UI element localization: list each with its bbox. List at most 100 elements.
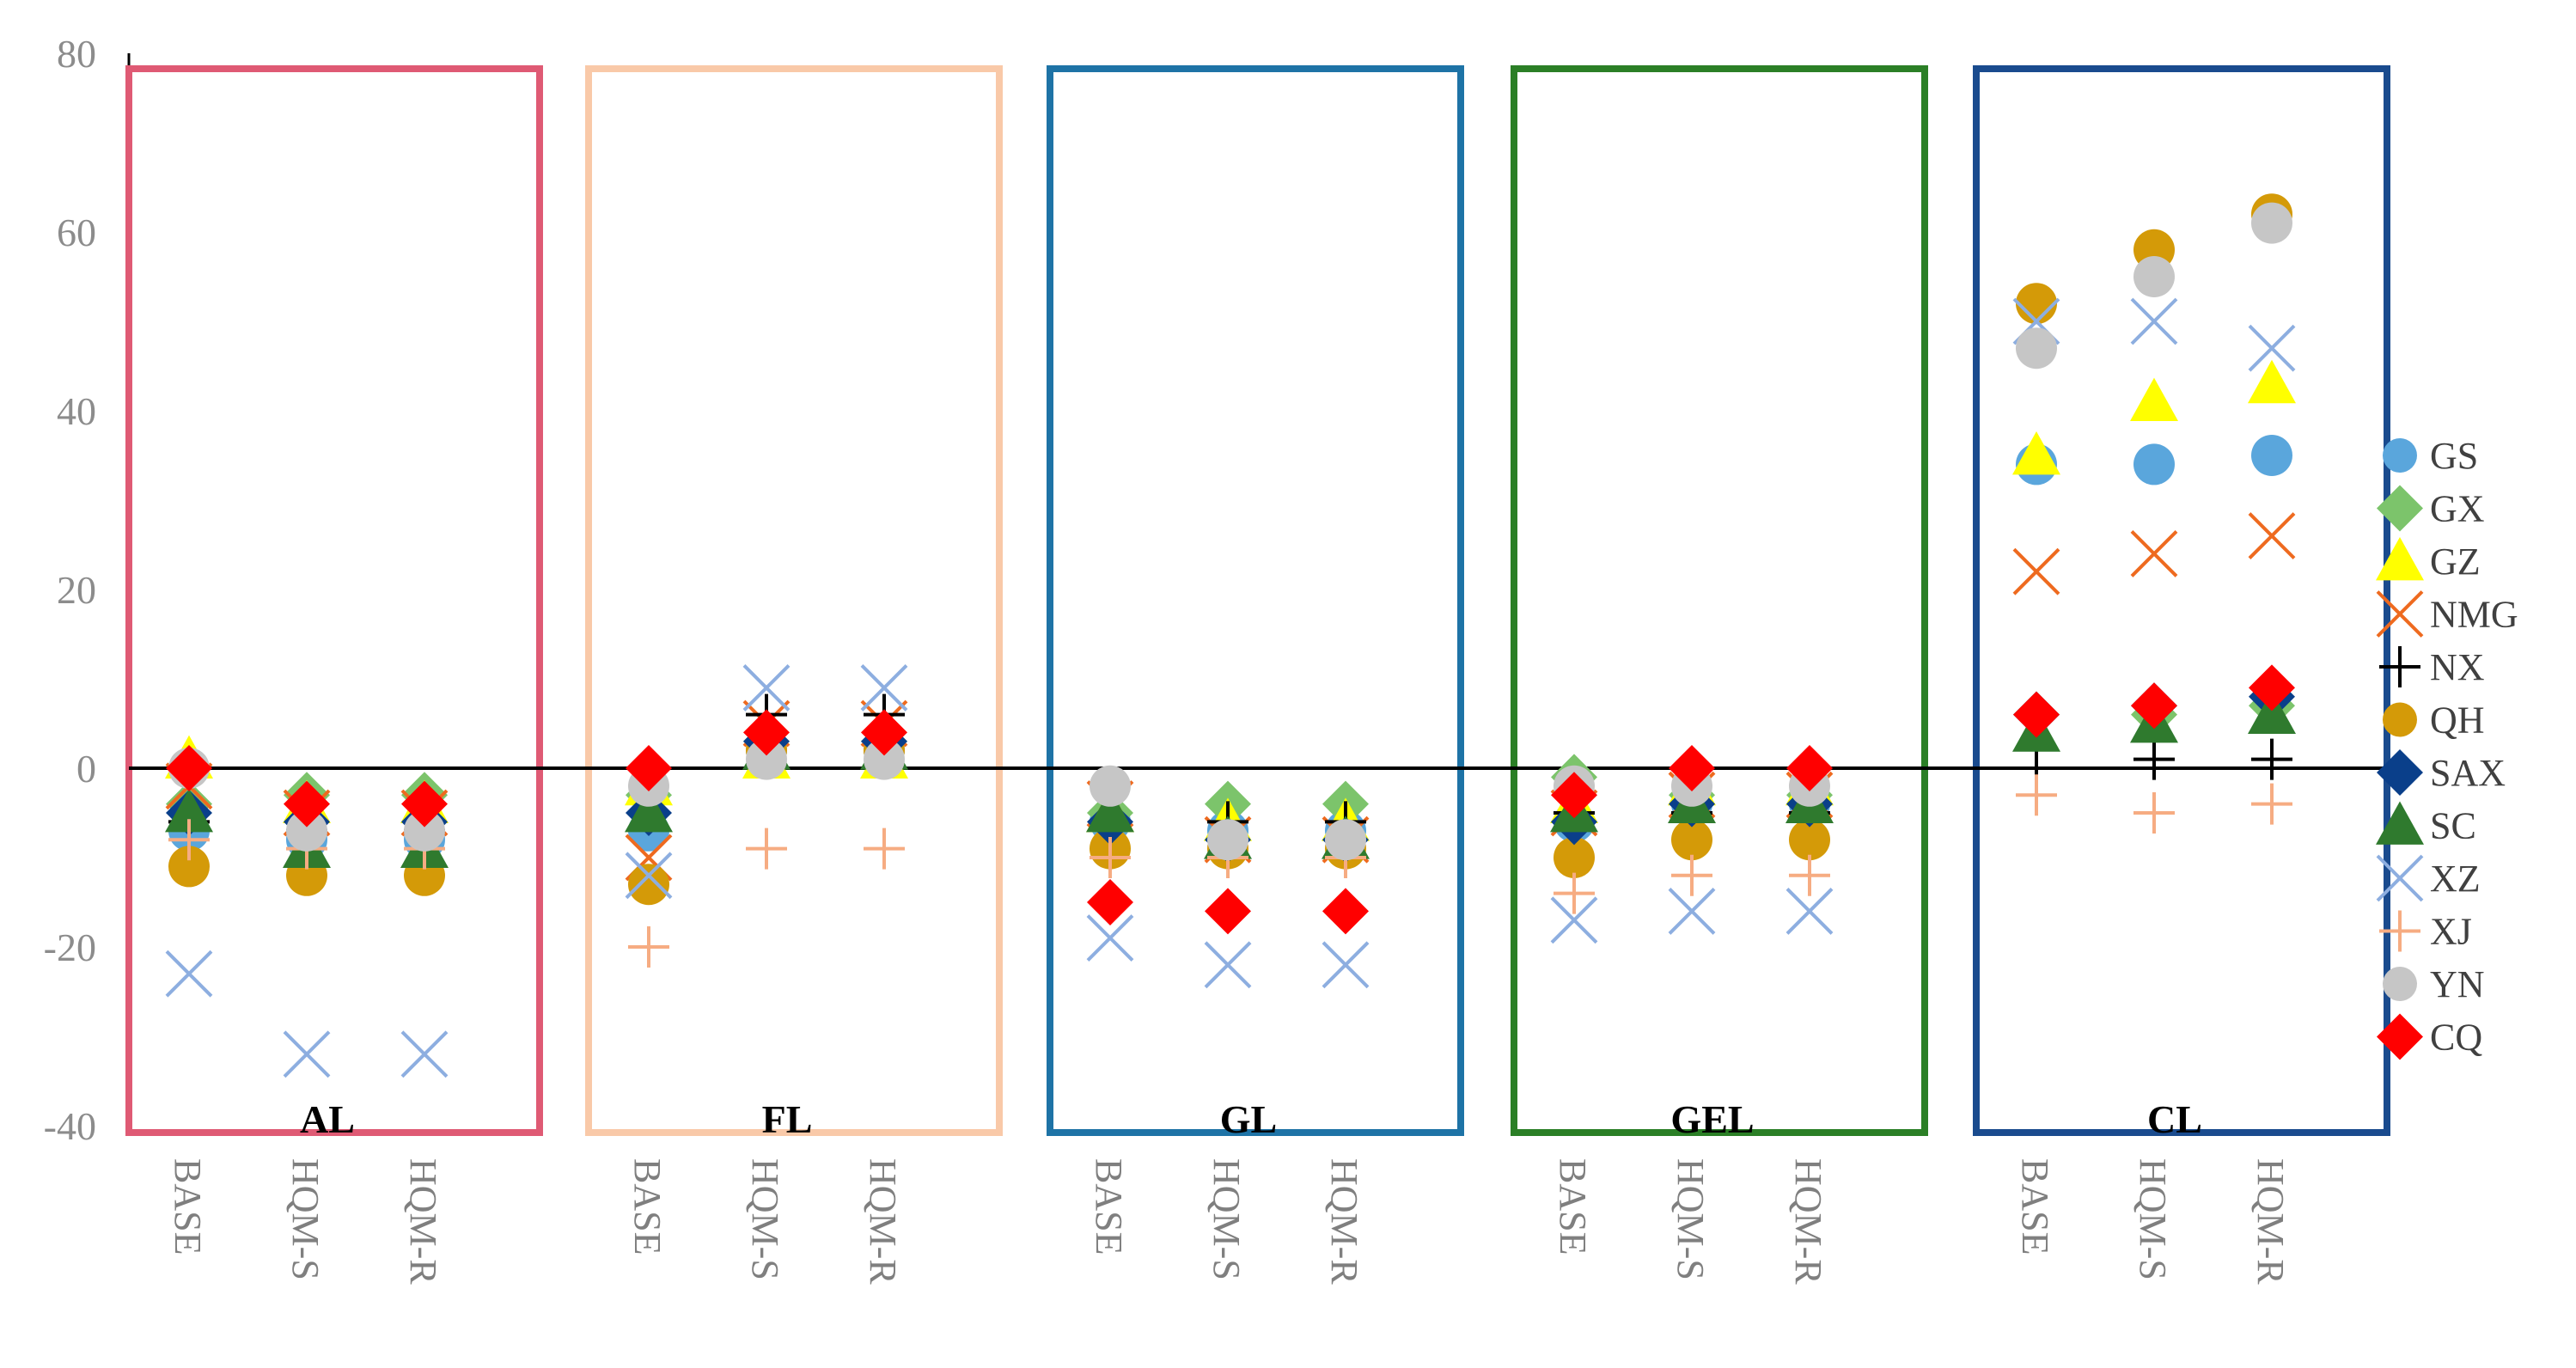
point-cq: [1786, 745, 1833, 791]
point-xz: [2248, 324, 2296, 372]
point-xj: [2251, 783, 2292, 825]
point-xz: [1204, 941, 1252, 989]
x-tick-label: HQM-R: [402, 1158, 444, 1285]
point-xj: [1090, 837, 1131, 878]
point-yn: [746, 738, 787, 780]
point-cq: [743, 709, 790, 756]
point-xz: [400, 1030, 449, 1078]
point-xz: [1322, 941, 1370, 989]
point-xj: [1789, 854, 1830, 896]
group-frame-fl: [585, 65, 1003, 1136]
point-xz: [742, 663, 791, 711]
legend-label: NMG: [2430, 594, 2518, 636]
y-tick-label: 80: [57, 32, 96, 76]
x-axis-tick-labels: BASE HQM-S HQM-R BASE HQM-S HQM-R BASE HQM-S HQM…: [167, 1158, 2292, 1285]
legend-label: QH: [2430, 699, 2485, 742]
point-xz: [2130, 297, 2178, 345]
point-gz: [2248, 359, 2296, 404]
point-gz: [2012, 431, 2060, 475]
legend-label: NX: [2430, 646, 2485, 688]
x-tick-label: BASE: [626, 1158, 668, 1255]
point-qh: [1671, 819, 1712, 861]
x-tick-label: HQM-S: [2132, 1158, 2174, 1280]
legend-item-yn: YN: [2383, 963, 2485, 1005]
legend-item-nx: NX: [2379, 646, 2485, 688]
x-tick-label: BASE: [167, 1158, 209, 1255]
legend-item-gz: GZ: [2376, 537, 2481, 583]
point-sc: [625, 789, 673, 833]
legend-item-nmg: NMG: [2376, 590, 2518, 638]
legend-label: XZ: [2430, 858, 2481, 900]
point-sc: [165, 789, 213, 833]
point-yn: [286, 809, 327, 852]
x-tick-label: HQM-S: [744, 1158, 786, 1280]
legend-marker-nmg: [2376, 590, 2424, 638]
point-gs: [2251, 435, 2292, 476]
legend-marker-gx: [2377, 485, 2423, 532]
point-yn: [864, 738, 905, 780]
y-tick-label: -20: [44, 925, 96, 969]
point-xz: [1668, 887, 1716, 935]
legend-item-sc: SC: [2376, 801, 2476, 847]
point-nmg: [2130, 529, 2178, 577]
group-label: GL: [1220, 1097, 1277, 1141]
legend-marker-gs: [2383, 438, 2417, 473]
point-cq: [166, 745, 212, 791]
point-yn: [2251, 202, 2292, 244]
x-tick-label: HQM-S: [1206, 1158, 1248, 1280]
point-nx: [2251, 738, 2292, 780]
point-cq: [1087, 879, 1133, 925]
point-xj: [2016, 774, 2057, 816]
legend-item-sax: SAX: [2377, 749, 2506, 796]
legend-marker-yn: [2383, 967, 2417, 1001]
point-xj: [1671, 854, 1712, 896]
point-cq: [1205, 888, 1251, 935]
point-cq: [1322, 888, 1369, 935]
point-gs: [2133, 443, 2175, 486]
point-nmg: [2012, 547, 2060, 595]
y-tick-label: 20: [57, 568, 96, 612]
group-frame-al: [125, 65, 543, 1136]
legend-marker-xz: [2376, 854, 2424, 902]
x-tick-label: HQM-R: [1323, 1158, 1365, 1285]
legend-label: GZ: [2430, 540, 2481, 583]
point-sc: [2248, 690, 2296, 734]
x-tick-label: HQM-R: [2249, 1158, 2292, 1285]
point-cq: [284, 780, 330, 828]
point-qh: [2016, 283, 2057, 325]
point-cq: [1669, 745, 1715, 791]
point-qh: [168, 846, 210, 888]
legend-marker-nx: [2379, 646, 2420, 687]
group-frame-gel: [1511, 65, 1928, 1136]
point-qh: [628, 864, 669, 906]
point-yn: [2016, 327, 2057, 369]
legend-item-xj: XJ: [2379, 910, 2472, 953]
legend-label: GS: [2430, 435, 2478, 477]
point-nmg: [2248, 512, 2296, 560]
point-cq: [401, 780, 448, 828]
legend-marker-xj: [2379, 910, 2420, 952]
y-axis: 80 60 40 20 0 -20 -40: [44, 32, 131, 1148]
legend-label: SC: [2430, 805, 2476, 847]
legend: GS GX GZ NMG NX QH SAX SC XZ XJ YN CQ: [2376, 435, 2518, 1060]
legend-marker-sc: [2376, 801, 2424, 845]
point-xz: [283, 1030, 331, 1078]
legend-marker-cq: [2377, 1013, 2423, 1060]
legend-label: CQ: [2430, 1017, 2482, 1059]
group-label: AL: [300, 1097, 355, 1141]
point-yn: [1325, 819, 1366, 861]
y-tick-label: 0: [76, 747, 96, 791]
group-label: FL: [762, 1097, 813, 1141]
point-xz: [1550, 896, 1598, 944]
group-label: CL: [2147, 1097, 2202, 1141]
x-tick-label: HQM-R: [1787, 1158, 1829, 1285]
point-qh: [1789, 819, 1830, 861]
group-frame-gl: [1047, 65, 1464, 1136]
point-xj: [628, 926, 669, 968]
x-tick-label: HQM-S: [284, 1158, 327, 1280]
legend-item-xz: XZ: [2376, 854, 2481, 902]
point-xj: [864, 828, 905, 870]
point-gz: [2130, 377, 2178, 421]
point-xz: [860, 663, 908, 711]
